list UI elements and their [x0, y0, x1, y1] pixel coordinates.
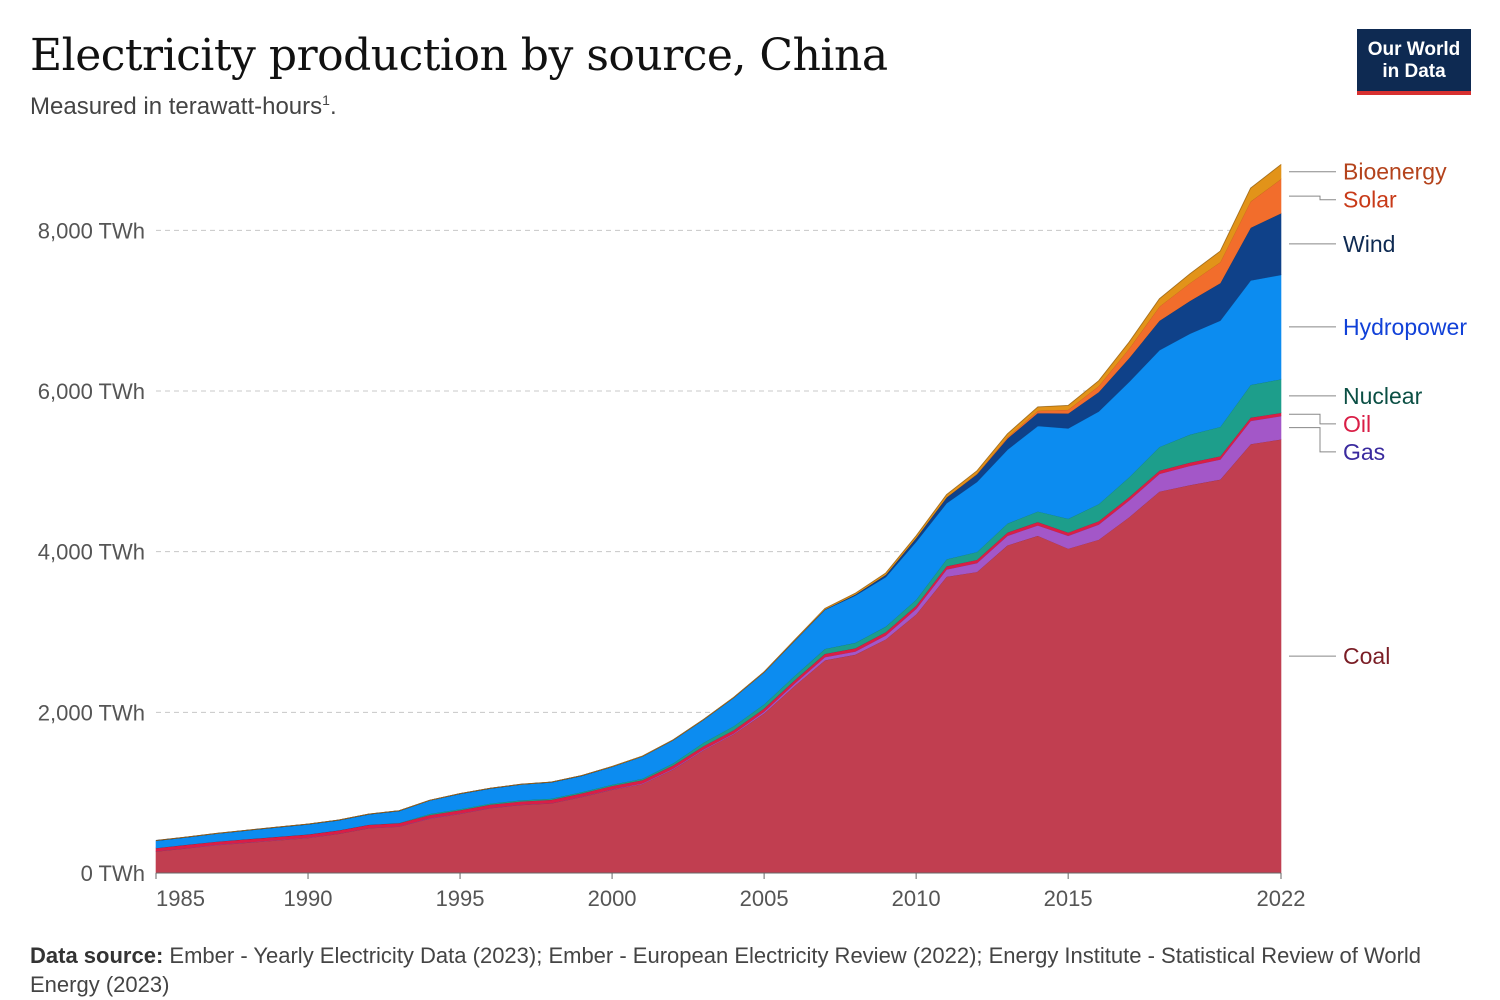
- area-layer: [155, 163, 1282, 874]
- series-label-nuclear[interactable]: Nuclear: [1343, 383, 1423, 409]
- x-tick-label: 2022: [1257, 886, 1306, 911]
- stacked-area-chart: 0 TWh 2,000 TWh 4,000 TWh 6,000 TWh 8,000 TW…: [38, 159, 1468, 911]
- x-tick-label: 2005: [740, 886, 789, 911]
- logo-line-2: in Data: [1382, 61, 1446, 82]
- x-tick-label: 1985: [156, 886, 205, 911]
- chart-subtitle: Measured in terawatt-hours1.: [30, 92, 337, 121]
- series-label-gas[interactable]: Gas: [1343, 439, 1385, 465]
- data-source-text: Ember - Yearly Electricity Data (2023); …: [30, 943, 1422, 997]
- label-leader-line: [1289, 427, 1336, 453]
- series-label-wind[interactable]: Wind: [1343, 231, 1395, 257]
- x-tick-label: 2015: [1044, 886, 1093, 911]
- axes: 0 TWh 2,000 TWh 4,000 TWh 6,000 TWh 8,000 TW…: [38, 218, 1306, 911]
- x-tick-label: 2000: [588, 886, 637, 911]
- data-source-note: Data source: Ember - Yearly Electricity …: [30, 941, 1430, 999]
- logo-line-1: Our World: [1367, 39, 1461, 60]
- series-label-bioenergy[interactable]: Bioenergy: [1343, 159, 1447, 185]
- label-leader-line: [1289, 195, 1336, 201]
- series-label-oil[interactable]: Oil: [1343, 411, 1371, 437]
- label-leader-line: [1289, 413, 1336, 425]
- x-tick-label: 1990: [284, 886, 333, 911]
- series-label-hydropower[interactable]: Hydropower: [1343, 314, 1467, 340]
- y-tick-label: 8,000 TWh: [38, 218, 145, 243]
- subtitle-end: .: [329, 93, 337, 120]
- subtitle-text: Measured in terawatt-hours: [30, 93, 323, 120]
- y-tick-label: 0 TWh: [81, 861, 145, 886]
- x-tick-label: 1995: [436, 886, 485, 911]
- y-tick-label: 2,000 TWh: [38, 700, 145, 725]
- y-tick-label: 4,000 TWh: [38, 540, 145, 565]
- owid-logo[interactable]: Our World in Data: [1357, 29, 1471, 95]
- subtitle-footnote-marker[interactable]: 1: [322, 92, 330, 108]
- series-label-coal[interactable]: Coal: [1343, 643, 1390, 669]
- area-bioenergy[interactable]: [155, 163, 1282, 841]
- y-tick-label: 6,000 TWh: [38, 379, 145, 404]
- area-edge-bioenergy: [155, 164, 1282, 841]
- chart-title: Electricity production by source, China: [30, 30, 888, 81]
- data-source-label: Data source:: [30, 943, 164, 968]
- series-label-solar[interactable]: Solar: [1343, 187, 1397, 213]
- x-tick-label: 2010: [892, 886, 941, 911]
